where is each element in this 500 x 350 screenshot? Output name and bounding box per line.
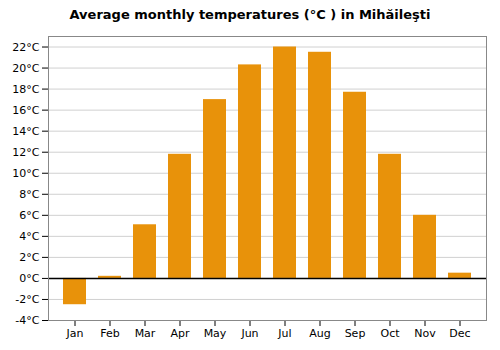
svg-text:Dec: Dec xyxy=(449,327,470,340)
svg-text:18°C: 18°C xyxy=(12,83,39,96)
svg-text:May: May xyxy=(204,327,227,340)
svg-text:Jun: Jun xyxy=(240,327,258,340)
svg-text:2°C: 2°C xyxy=(19,251,39,264)
svg-text:0°C: 0°C xyxy=(19,272,39,285)
svg-text:4°C: 4°C xyxy=(19,230,39,243)
svg-text:Jan: Jan xyxy=(66,327,84,340)
html-text:Average monthly temperatures (: Average monthly temperatures (°C ) in Mi… xyxy=(69,7,431,22)
svg-text:10°C: 10°C xyxy=(12,167,39,180)
svg-text:20°C: 20°C xyxy=(12,62,39,75)
svg-text:Nov: Nov xyxy=(414,327,436,340)
svg-text:Sep: Sep xyxy=(345,327,366,340)
svg-text:12°C: 12°C xyxy=(12,146,39,159)
svg-text:-4°C: -4°C xyxy=(15,314,39,327)
svg-text:-2°C: -2°C xyxy=(15,293,39,306)
svg-text:8°C: 8°C xyxy=(19,188,39,201)
svg-text:Jul: Jul xyxy=(277,327,291,340)
svg-text:Feb: Feb xyxy=(100,327,119,340)
svg-text:6°C: 6°C xyxy=(19,209,39,222)
svg-text:16°C: 16°C xyxy=(12,104,39,117)
svg-text:Mar: Mar xyxy=(135,327,156,340)
svg-text:14°C: 14°C xyxy=(12,125,39,138)
svg-text:Apr: Apr xyxy=(170,327,190,340)
svg-text:Oct: Oct xyxy=(380,327,400,340)
svg-text:Aug: Aug xyxy=(309,327,330,340)
svg-text:22°C: 22°C xyxy=(12,41,39,54)
